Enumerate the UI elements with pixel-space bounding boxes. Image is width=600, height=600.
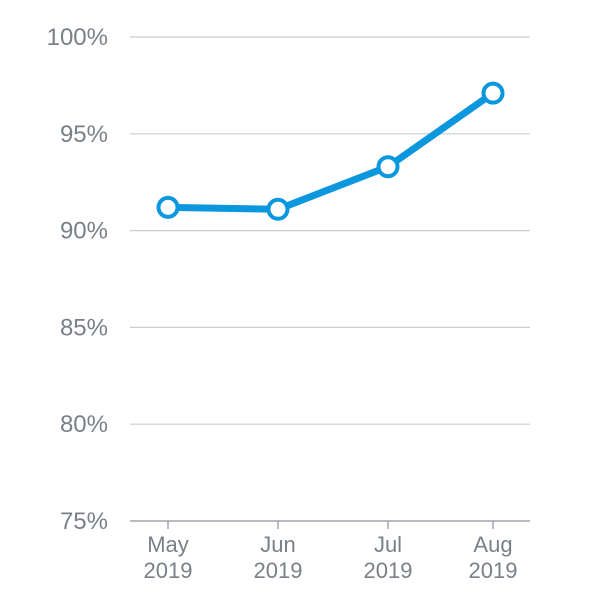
y-tick-label: 80% — [60, 411, 108, 438]
y-tick-label: 85% — [60, 314, 108, 341]
y-axis-tick-labels: 100% 95% 90% 85% 80% 75% — [47, 24, 108, 535]
y-tick-label: 95% — [60, 121, 108, 148]
x-tick-label-year: 2019 — [469, 558, 518, 583]
x-tick-label-year: 2019 — [364, 558, 413, 583]
x-tick-label-month: Jul — [374, 532, 402, 557]
data-point — [156, 195, 180, 219]
series-line — [164, 89, 497, 213]
x-tick-label-month: May — [147, 532, 189, 557]
x-tick-label-year: 2019 — [254, 558, 303, 583]
y-tick-label: 90% — [60, 218, 108, 245]
gridlines — [130, 36, 530, 425]
data-point — [376, 155, 400, 179]
series-layer — [156, 81, 505, 221]
x-tick-label-year: 2019 — [144, 558, 193, 583]
data-point — [266, 197, 290, 221]
data-point — [481, 81, 505, 105]
y-tick-label: 100% — [47, 24, 108, 51]
x-tick-label-month: Jun — [260, 532, 295, 557]
x-tick-label-month: Aug — [473, 532, 512, 557]
y-tick-label: 75% — [60, 508, 108, 535]
